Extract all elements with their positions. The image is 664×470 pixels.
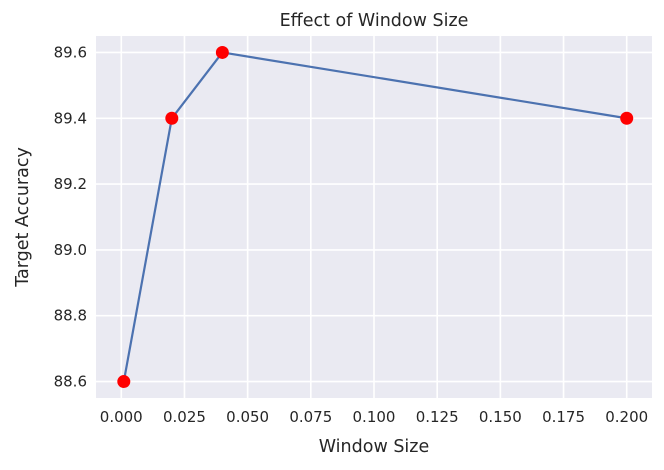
x-tick-label: 0.125 bbox=[416, 408, 459, 426]
series-layer bbox=[117, 45, 634, 389]
y-tick-label: 88.6 bbox=[54, 373, 87, 391]
x-axis-title: Window Size bbox=[319, 437, 430, 457]
y-axis-title: Target Accuracy bbox=[13, 147, 33, 288]
x-tick-label: 0.150 bbox=[479, 408, 522, 426]
grid bbox=[96, 36, 652, 398]
y-tick-label: 89.2 bbox=[54, 175, 87, 193]
x-tick-label: 0.200 bbox=[605, 408, 648, 426]
y-tick-label: 89.6 bbox=[54, 43, 87, 61]
data-point bbox=[165, 111, 179, 125]
x-tick-label: 0.025 bbox=[163, 408, 206, 426]
y-tick-label: 89.0 bbox=[54, 241, 87, 259]
x-tick-label: 0.075 bbox=[289, 408, 332, 426]
y-tick-label: 88.8 bbox=[54, 307, 87, 325]
x-tick-label: 0.175 bbox=[542, 408, 585, 426]
tick-layer: 0.000 0.025 0.050 0.075 0.100 0.125 0.150 0.175… bbox=[54, 43, 649, 426]
x-tick-label: 0.050 bbox=[226, 408, 269, 426]
chart-title: Effect of Window Size bbox=[280, 11, 469, 31]
x-tick-label: 0.100 bbox=[353, 408, 396, 426]
x-tick-label: 0.000 bbox=[100, 408, 143, 426]
data-point bbox=[620, 111, 634, 125]
data-point bbox=[117, 375, 131, 389]
series-line bbox=[122, 51, 627, 382]
y-tick-label: 89.4 bbox=[54, 109, 87, 127]
data-point bbox=[215, 45, 229, 59]
